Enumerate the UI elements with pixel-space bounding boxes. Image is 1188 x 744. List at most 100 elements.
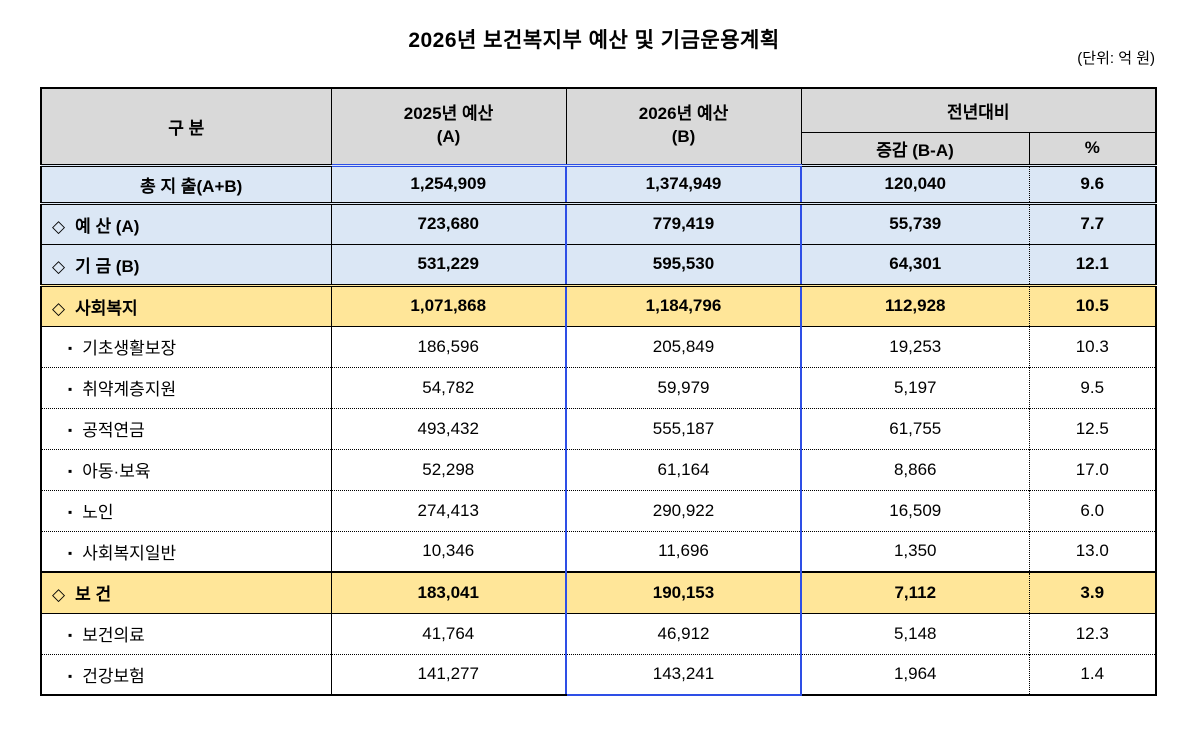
col-header-category: 구 분 xyxy=(40,87,332,166)
value-2026: 190,153 xyxy=(565,571,802,613)
row-label: ▪ 아동·보육 xyxy=(41,448,332,490)
page-title: 2026년 보건복지부 예산 및 기금운용계획 xyxy=(408,29,780,52)
table-row-elderly: ▪ 노인 274,413 290,922 16,509 6.0 xyxy=(41,489,1156,531)
col-header-diff: 증감 (B-A) xyxy=(800,131,1030,166)
row-label-text: 기 금 (B) xyxy=(75,256,140,276)
value-pct: 17.0 xyxy=(1028,448,1156,490)
row-label-text: 노인 xyxy=(82,503,114,522)
table-row-health-medical: ▪ 보건의료 41,764 46,912 5,148 12.3 xyxy=(41,612,1156,654)
table-row-health-insurance: ▪ 건강보험 141,277 143,241 1,964 1.4 xyxy=(41,653,1156,696)
table-row-budget: ◇ 예 산 (A) 723,680 779,419 55,739 7.7 xyxy=(41,201,1156,244)
value-2025: 1,254,909 xyxy=(331,163,566,203)
col-header-pct: % xyxy=(1028,131,1157,166)
value-2025: 183,041 xyxy=(331,571,566,613)
value-2026: 143,241 xyxy=(565,653,802,696)
value-diff: 7,112 xyxy=(801,571,1029,613)
square-bullet-marker: ▪ xyxy=(68,341,73,355)
unit-label: (단위: 억 원) xyxy=(1077,50,1155,67)
row-label-text: 취약계층지원 xyxy=(82,380,177,399)
value-diff: 112,928 xyxy=(801,283,1029,326)
row-label-text: 총 지 출(A+B) xyxy=(140,176,243,196)
square-bullet-marker: ▪ xyxy=(68,423,73,437)
value-2025: 52,298 xyxy=(331,448,566,490)
square-bullet-marker: ▪ xyxy=(68,382,73,396)
value-2026: 11,696 xyxy=(565,530,802,572)
value-diff: 16,509 xyxy=(801,489,1029,531)
value-2026: 46,912 xyxy=(565,612,802,654)
table-row-total: 총 지 출(A+B) 1,254,909 1,374,949 120,040 9… xyxy=(41,163,1156,203)
value-2025: 723,680 xyxy=(331,201,566,244)
square-bullet-marker: ▪ xyxy=(68,545,73,560)
value-pct: 12.5 xyxy=(1028,407,1156,449)
row-label-text: 사회복지 xyxy=(75,298,138,318)
value-2025: 41,764 xyxy=(331,612,566,654)
row-label-text: 예 산 (A) xyxy=(75,216,140,236)
value-2025: 1,071,868 xyxy=(331,283,566,326)
table-row-public-pension: ▪ 공적연금 493,432 555,187 61,755 12.5 xyxy=(41,407,1156,449)
header-row-2: 증감 (B-A) % xyxy=(41,131,1157,166)
header-row-1: 구 분 2025년 예산 (A) 2026년 예산 (B) 전년대비 xyxy=(40,87,1157,166)
value-pct: 10.5 xyxy=(1028,283,1156,326)
value-2025: 54,782 xyxy=(331,366,566,408)
diamond-marker: ◇ xyxy=(52,298,66,318)
diamond-marker: ◇ xyxy=(52,216,66,236)
table-header: 구 분 2025년 예산 (A) 2026년 예산 (B) 전년대비 증감 (B… xyxy=(40,87,1157,166)
row-label-text: 보 건 xyxy=(75,585,112,605)
table-row-social-welfare: ◇ 사회복지 1,071,868 1,184,796 112,928 10.5 xyxy=(41,283,1156,326)
col-header-2025-line2: (A) xyxy=(436,127,461,147)
row-label: ◇ 예 산 (A) xyxy=(41,201,332,244)
value-2025: 493,432 xyxy=(331,407,566,449)
col-header-2026-line1: 2026년 예산 xyxy=(638,104,729,124)
square-bullet-marker: ▪ xyxy=(68,668,73,683)
value-2025: 10,346 xyxy=(331,530,566,572)
row-label: ▪ 사회복지일반 xyxy=(41,530,332,572)
value-2026: 779,419 xyxy=(565,201,802,244)
table-row-fund: ◇ 기 금 (B) 531,229 595,530 64,301 12.1 xyxy=(41,243,1156,285)
row-label: ▪ 노인 xyxy=(41,489,332,531)
value-diff: 1,350 xyxy=(801,530,1029,572)
row-label: ◇ 보 건 xyxy=(41,571,332,613)
col-header-2025: 2025년 예산 (A) xyxy=(330,87,567,166)
value-pct: 12.1 xyxy=(1028,243,1156,285)
row-label: ▪ 공적연금 xyxy=(41,407,332,449)
value-2025: 186,596 xyxy=(331,325,566,367)
col-header-yoy-group: 전년대비 xyxy=(800,87,1157,133)
value-diff: 19,253 xyxy=(801,325,1029,367)
value-diff: 5,197 xyxy=(801,366,1029,408)
value-pct: 3.9 xyxy=(1028,571,1156,613)
budget-table: 구 분 2025년 예산 (A) 2026년 예산 (B) 전년대비 증감 (B… xyxy=(40,87,1157,696)
row-label: ▪ 건강보험 xyxy=(41,653,332,696)
row-label: ▪ 취약계층지원 xyxy=(41,366,332,408)
row-label: ▪ 기초생활보장 xyxy=(41,325,332,367)
value-2025: 531,229 xyxy=(331,243,566,285)
value-diff: 120,040 xyxy=(801,163,1029,203)
value-pct: 12.3 xyxy=(1028,612,1156,654)
square-bullet-marker: ▪ xyxy=(68,628,73,642)
col-header-2025-line1: 2025년 예산 xyxy=(403,104,494,124)
value-pct: 13.0 xyxy=(1028,530,1156,572)
square-bullet-marker: ▪ xyxy=(68,464,73,478)
row-label-text: 사회복지일반 xyxy=(82,543,177,563)
square-bullet-marker: ▪ xyxy=(68,505,73,519)
diamond-marker: ◇ xyxy=(52,585,66,605)
col-header-2026: 2026년 예산 (B) xyxy=(565,87,802,166)
value-diff: 8,866 xyxy=(801,448,1029,490)
value-diff: 61,755 xyxy=(801,407,1029,449)
row-label-text: 아동·보육 xyxy=(82,462,151,481)
value-pct: 9.5 xyxy=(1028,366,1156,408)
document-header: 2026년 보건복지부 예산 및 기금운용계획 (단위: 억 원) xyxy=(0,0,1188,87)
value-pct: 10.3 xyxy=(1028,325,1156,367)
value-2026: 595,530 xyxy=(565,243,802,285)
row-label: ▪ 보건의료 xyxy=(41,612,332,654)
table-body: 총 지 출(A+B) 1,254,909 1,374,949 120,040 9… xyxy=(41,163,1156,696)
value-2026: 61,164 xyxy=(565,448,802,490)
value-diff: 1,964 xyxy=(801,653,1029,696)
value-pct: 6.0 xyxy=(1028,489,1156,531)
value-2025: 274,413 xyxy=(331,489,566,531)
col-header-2026-line2: (B) xyxy=(671,127,696,147)
value-2026: 1,374,949 xyxy=(565,163,802,203)
value-2026: 205,849 xyxy=(565,325,802,367)
row-label: ◇ 기 금 (B) xyxy=(41,243,332,285)
table-row-child-care: ▪ 아동·보육 52,298 61,164 8,866 17.0 xyxy=(41,448,1156,490)
value-diff: 5,148 xyxy=(801,612,1029,654)
